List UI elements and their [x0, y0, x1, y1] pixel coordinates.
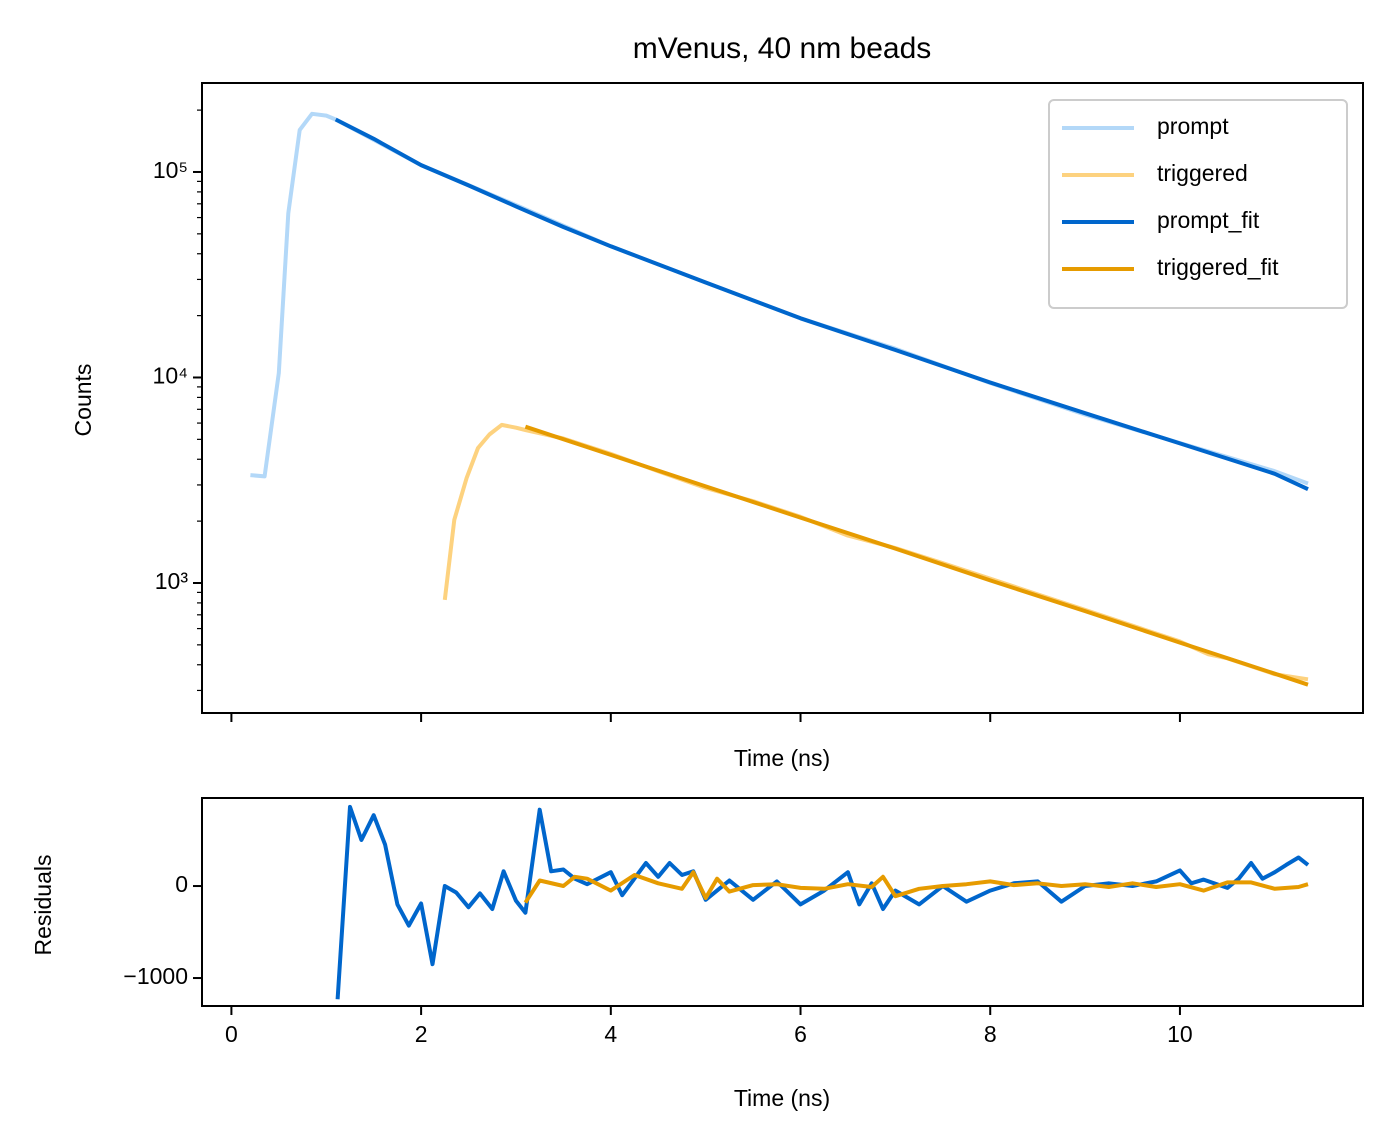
- legend-label: prompt_fit: [1157, 207, 1260, 233]
- chart-title: mVenus, 40 nm beads: [633, 32, 932, 65]
- data-line: [524, 424, 1309, 687]
- axes-frame: [201, 797, 1364, 1007]
- x-tick-label: 10: [1167, 1021, 1193, 1047]
- y-axis-label: Residuals: [30, 855, 56, 956]
- x-tick-label: 0: [225, 1021, 238, 1047]
- x-tick-label: 2: [415, 1021, 428, 1047]
- y-tick-label: 0: [175, 871, 188, 897]
- x-tick-label: 4: [604, 1021, 617, 1047]
- data-line: [523, 870, 1309, 904]
- legend-label: triggered: [1157, 160, 1248, 186]
- legend-label: triggered_fit: [1157, 254, 1279, 280]
- axes-frame: [201, 82, 1364, 714]
- y-tick-label: −1000: [123, 963, 188, 989]
- y-tick-label: 10³: [155, 568, 189, 594]
- legend-label: prompt: [1157, 113, 1229, 139]
- x-axis-label: Time (ns): [734, 745, 830, 771]
- data-line: [334, 117, 1309, 492]
- x-tick-label: 8: [984, 1021, 997, 1047]
- y-tick-label: 10⁴: [153, 363, 188, 389]
- x-axis-label: Time (ns): [734, 1085, 830, 1111]
- x-tick-label: 6: [794, 1021, 807, 1047]
- data-line: [335, 804, 1310, 1000]
- y-axis-label: Counts: [70, 364, 96, 437]
- y-tick-label: 10⁵: [153, 157, 188, 183]
- legend-box: [1048, 99, 1348, 309]
